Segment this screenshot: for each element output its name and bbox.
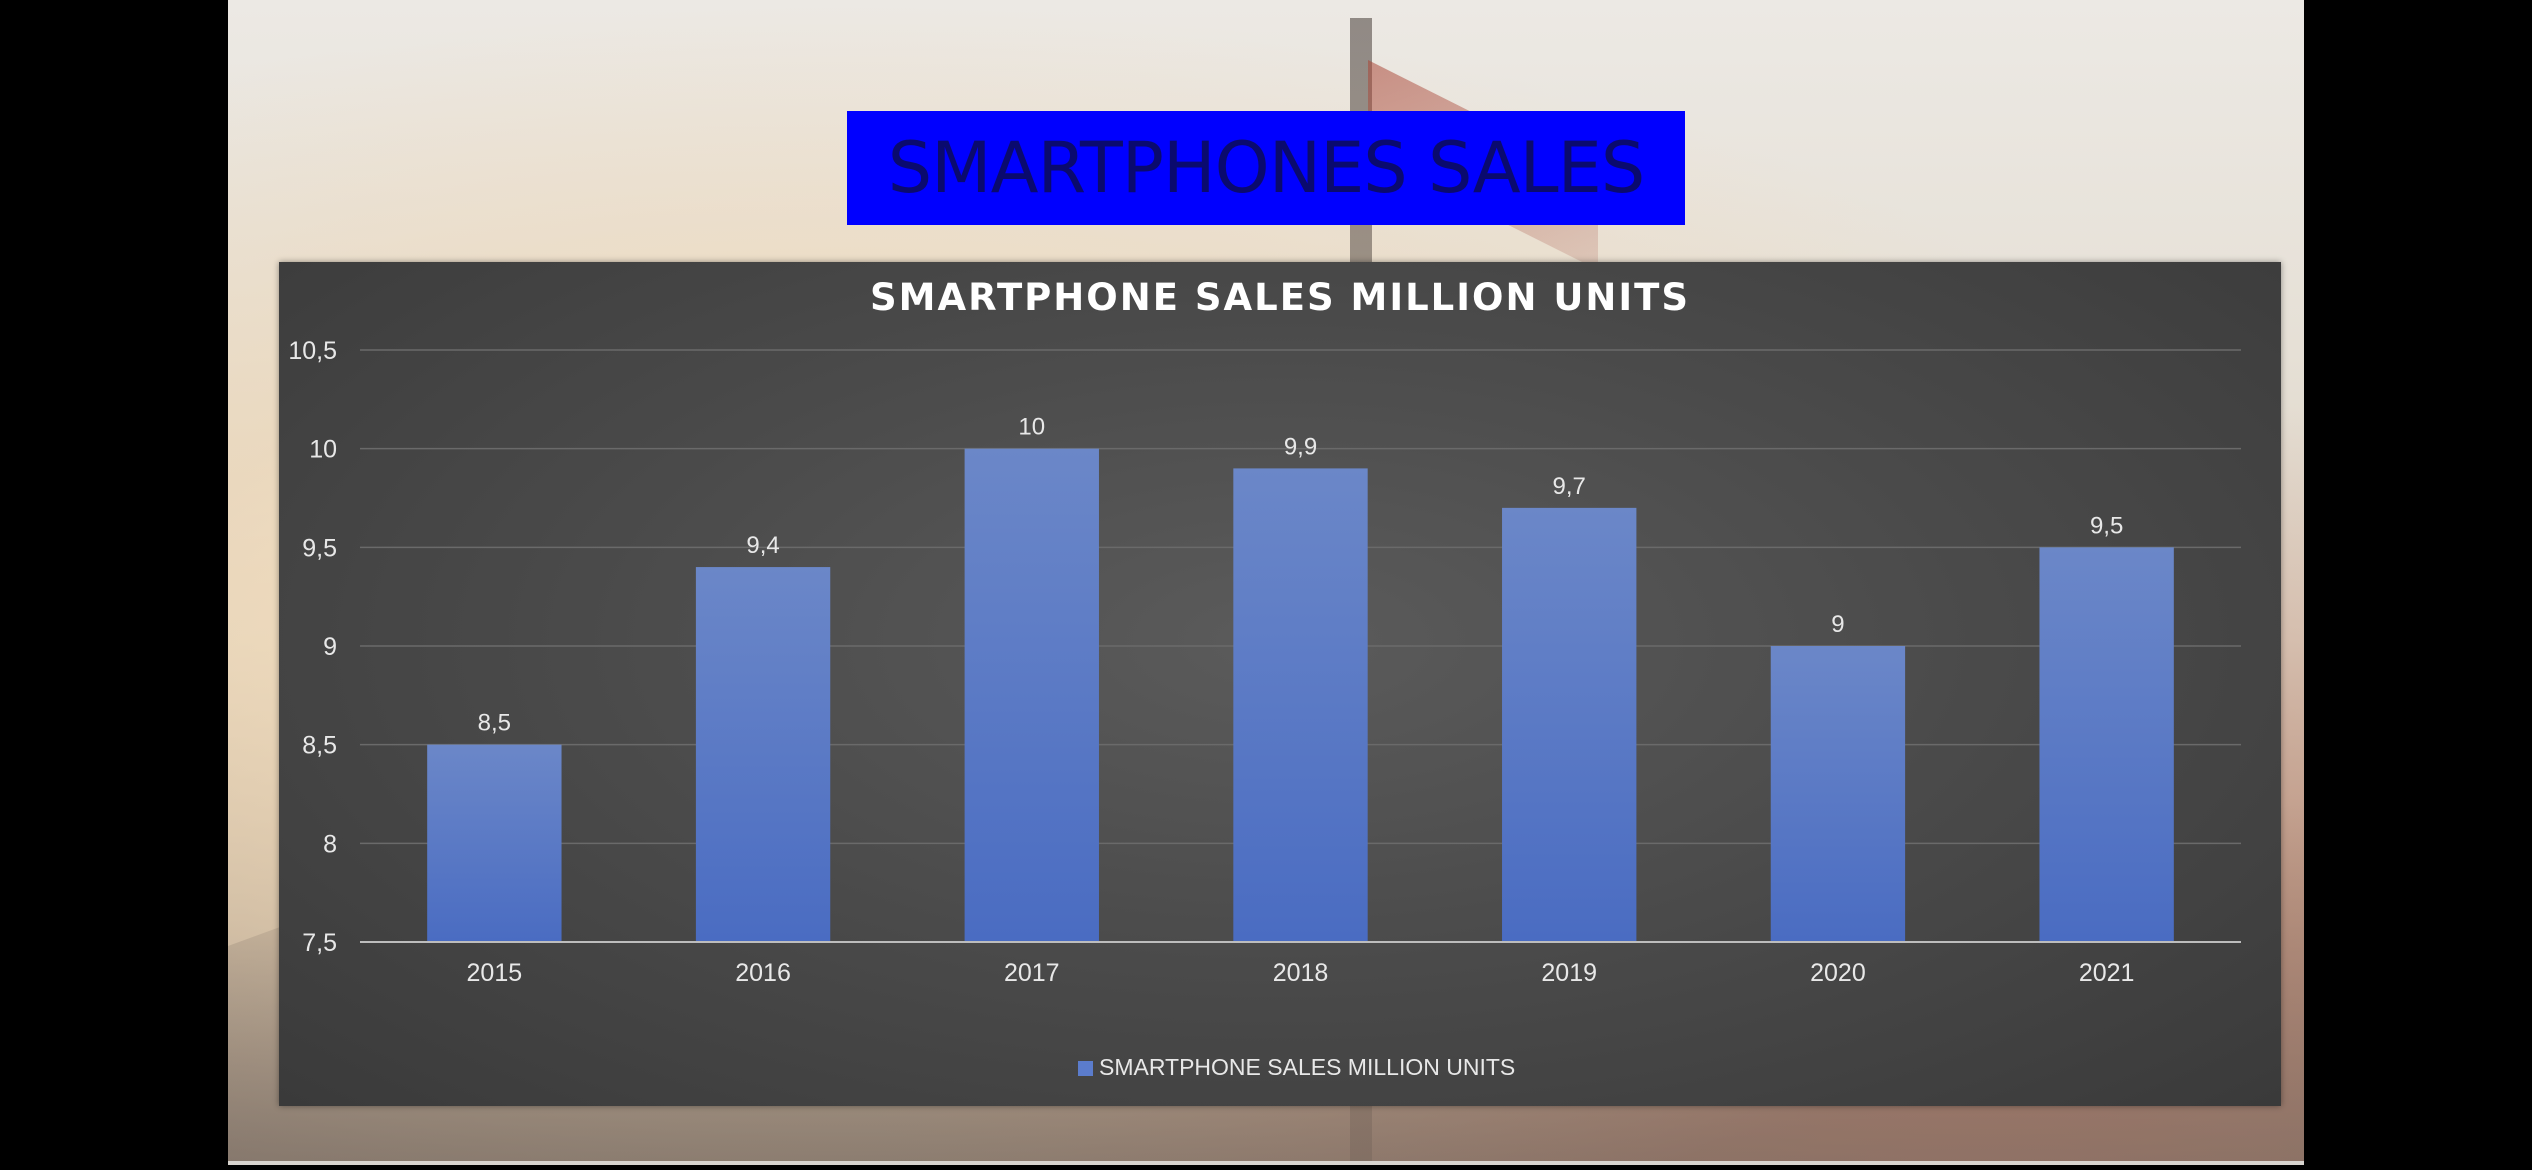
x-tick-label-2019: 2019 — [1541, 959, 1597, 987]
legend-label: SMARTPHONE SALES MILLION UNITS — [1099, 1054, 1515, 1080]
chart-panel[interactable]: SMARTPHONE SALES MILLION UNITS 7,5 8 8,5 9 9… — [279, 262, 2281, 1106]
bar-2018[interactable] — [1233, 468, 1368, 942]
bars: 8,5 9,4 10 9,9 9,7 9 9,5 — [427, 414, 2174, 942]
data-label-2015: 8,5 — [478, 710, 511, 737]
x-tick-label-2020: 2020 — [1810, 959, 1866, 987]
data-label-2019: 9,7 — [1553, 473, 1586, 500]
y-tick-label: 9,5 — [302, 534, 337, 562]
x-tick-label-2017: 2017 — [1004, 959, 1060, 987]
data-label-2020: 9 — [1831, 611, 1844, 638]
data-label-2021: 9,5 — [2090, 512, 2123, 539]
bar-2016[interactable] — [695, 567, 831, 942]
data-label-2016: 9,4 — [746, 532, 779, 559]
slide-heading: SMARTPHONES SALES — [887, 127, 1646, 209]
bar-2021[interactable] — [2039, 547, 2174, 942]
y-tick-label: 8 — [323, 830, 337, 858]
legend-swatch — [1078, 1061, 1093, 1076]
bar-2017[interactable] — [964, 448, 1099, 942]
data-label-2018: 9,9 — [1284, 433, 1317, 460]
y-tick-label: 8,5 — [302, 732, 337, 760]
x-tick-label-2016: 2016 — [735, 959, 791, 987]
bar-2019[interactable] — [1502, 507, 1637, 942]
bar-2020[interactable] — [1770, 646, 1906, 942]
x-tick-label-2021: 2021 — [2079, 959, 2135, 987]
x-tick-label-2015: 2015 — [467, 959, 523, 987]
x-tick-label-2018: 2018 — [1273, 959, 1329, 987]
y-tick-label: 10 — [309, 436, 337, 464]
y-tick-label: 7,5 — [302, 929, 337, 957]
bar-chart: SMARTPHONE SALES MILLION UNITS 7,5 8 8,5 9 9… — [288, 276, 2241, 1080]
y-axis-ticks: 7,5 8 8,5 9 9,5 10 10,5 — [288, 337, 337, 957]
y-tick-label: 10,5 — [288, 337, 337, 365]
legend[interactable]: SMARTPHONE SALES MILLION UNITS — [1078, 1054, 1515, 1080]
slide-bottom-edge — [228, 1161, 2304, 1165]
x-axis-ticks: 2015 2016 2017 2018 2019 2020 2021 — [467, 959, 2135, 987]
chart-title: SMARTPHONE SALES MILLION UNITS — [870, 276, 1690, 319]
slide-heading-box[interactable]: SMARTPHONES SALES — [847, 111, 1685, 225]
bar-2015[interactable] — [427, 744, 562, 942]
data-label-2017: 10 — [1018, 414, 1045, 441]
y-tick-label: 9 — [323, 633, 337, 661]
